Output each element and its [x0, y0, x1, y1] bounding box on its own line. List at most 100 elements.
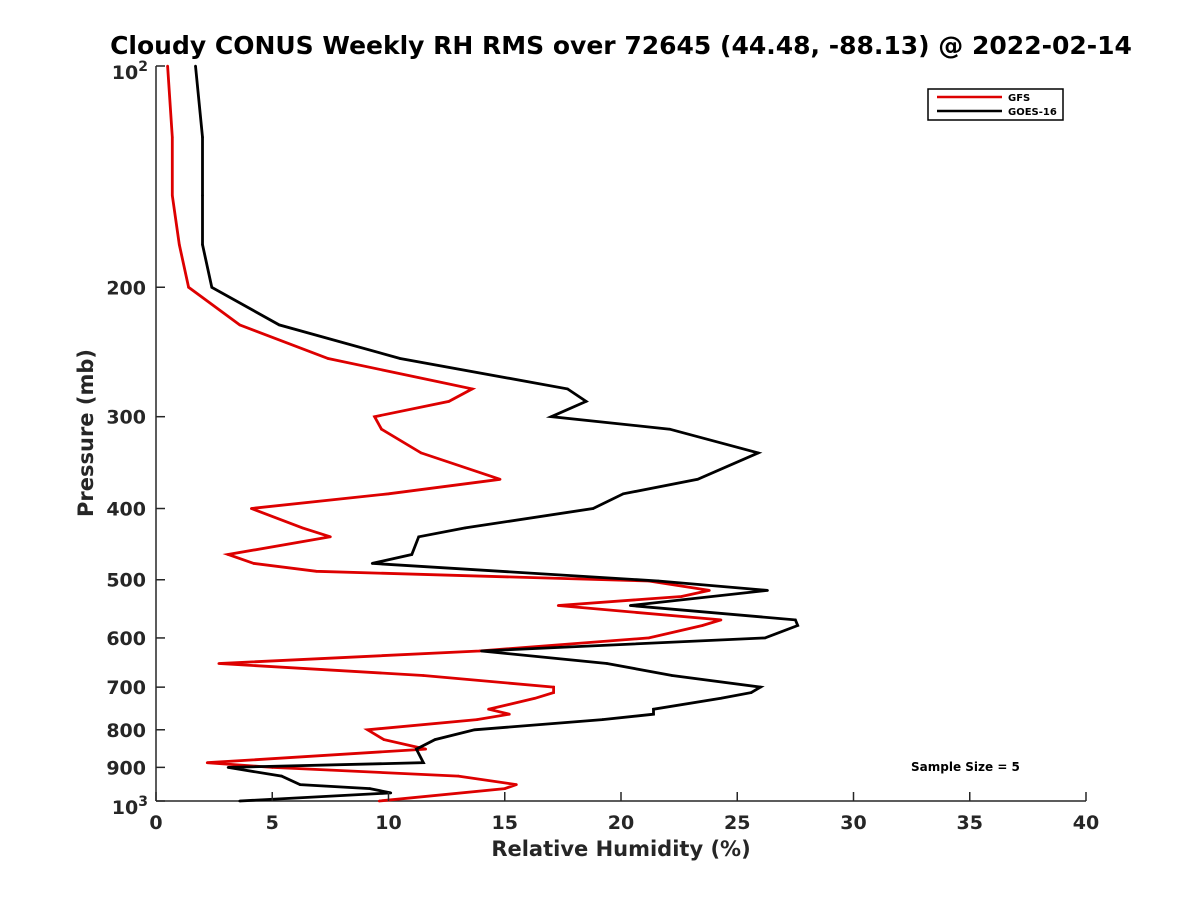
data-point-gfs — [217, 662, 221, 665]
data-point-goes-16 — [473, 728, 476, 732]
data-point-gfs — [503, 787, 507, 790]
y-tick-label-base: 900 — [106, 757, 146, 779]
data-point-goes-16 — [368, 787, 372, 790]
data-point-gfs — [447, 400, 451, 403]
data-point-gfs — [387, 492, 390, 496]
data-point-gfs — [508, 712, 511, 716]
data-point-gfs — [250, 507, 253, 510]
data-point-goes-16 — [201, 243, 204, 246]
data-point-goes-16 — [749, 691, 753, 694]
data-point-gfs — [252, 562, 255, 565]
y-tick-label: 102 — [112, 59, 148, 84]
y-tick-label: 700 — [106, 677, 146, 699]
legend-label-gfs: GFS — [1008, 93, 1030, 104]
data-point-goes-16 — [566, 387, 569, 391]
data-point-gfs — [301, 526, 304, 530]
data-point-gfs — [552, 691, 555, 694]
data-point-gfs — [680, 595, 683, 598]
data-point-goes-16 — [591, 507, 595, 510]
data-point-goes-16 — [622, 492, 625, 496]
y-tick-label: 800 — [106, 720, 146, 742]
x-tick-label: 0 — [149, 812, 162, 834]
data-point-gfs — [470, 387, 474, 391]
data-point-gfs — [380, 427, 383, 431]
data-point-gfs — [171, 135, 174, 139]
data-point-gfs — [424, 747, 428, 751]
data-point-gfs — [166, 64, 169, 68]
data-point-goes-16 — [370, 562, 374, 565]
data-point-goes-16 — [670, 674, 674, 677]
chart-title: Cloudy CONUS Weekly RH RMS over 72645 (4… — [110, 31, 1132, 60]
data-point-gfs — [556, 604, 560, 607]
data-point-gfs — [533, 697, 537, 700]
data-point-gfs — [329, 535, 332, 539]
y-tick-label: 200 — [106, 277, 146, 299]
data-point-gfs — [708, 589, 711, 592]
data-point-goes-16 — [794, 618, 797, 622]
data-point-goes-16 — [433, 738, 437, 741]
data-point-goes-16 — [389, 791, 393, 795]
data-point-goes-16 — [280, 774, 283, 778]
data-point-gfs — [487, 707, 490, 711]
x-axis-ticks: 0 5 10 15 20 25 30 35 40 — [149, 792, 1099, 834]
y-tick-label-base: 800 — [106, 720, 146, 742]
y-tick-label: 103 — [112, 794, 148, 819]
x-tick-label: 20 — [608, 812, 634, 834]
data-point-goes-16 — [463, 526, 467, 530]
x-tick-label: 30 — [840, 812, 866, 834]
data-point-gfs — [238, 323, 241, 327]
data-point-goes-16 — [605, 662, 609, 665]
x-tick-label: 15 — [492, 812, 518, 834]
data-point-goes-16 — [201, 135, 204, 139]
y-tick-label-base: 10 — [112, 797, 138, 819]
y-tick-label: 500 — [106, 570, 146, 592]
data-point-gfs — [187, 286, 190, 289]
data-point-goes-16 — [796, 624, 799, 627]
data-point-goes-16 — [298, 783, 302, 786]
data-point-goes-16 — [584, 400, 588, 403]
legend-label-goes-16: GOES-16 — [1008, 107, 1057, 118]
data-point-gfs — [701, 624, 704, 627]
data-point-goes-16 — [201, 194, 204, 197]
data-point-goes-16 — [194, 64, 197, 68]
y-tick-label-base: 600 — [106, 628, 146, 650]
y-tick-label-base: 10 — [112, 62, 138, 84]
data-point-goes-16 — [417, 535, 421, 539]
data-point-gfs — [719, 618, 723, 622]
data-point-goes-16 — [210, 286, 214, 289]
x-tick-label: 40 — [1073, 812, 1099, 834]
data-point-gfs — [205, 761, 209, 764]
data-point-goes-16 — [629, 604, 632, 607]
data-point-gfs — [552, 685, 555, 689]
data-point-goes-16 — [696, 478, 699, 481]
y-tick-label: 300 — [106, 407, 146, 429]
data-point-goes-16 — [550, 415, 553, 419]
data-point-goes-16 — [398, 357, 402, 360]
data-point-goes-16 — [759, 685, 762, 689]
data-point-gfs — [457, 774, 460, 778]
legend: GFS GOES-16 — [927, 88, 1064, 121]
data-point-gfs — [382, 738, 386, 741]
data-point-gfs — [647, 636, 651, 640]
x-tick-label: 5 — [266, 812, 279, 834]
y-tick-label-exponent: 2 — [138, 59, 148, 75]
data-point-goes-16 — [226, 766, 230, 769]
data-point-goes-16 — [652, 712, 655, 716]
data-point-goes-16 — [756, 451, 760, 455]
data-point-gfs — [366, 728, 369, 732]
data-point-gfs — [419, 451, 423, 455]
data-point-goes-16 — [766, 589, 769, 592]
series-line-gfs — [166, 65, 722, 803]
y-tick-label-base: 500 — [106, 570, 146, 592]
series-line-goes-16 — [194, 65, 800, 803]
x-tick-label: 10 — [375, 812, 401, 834]
y-tick-label-base: 200 — [106, 277, 146, 299]
data-point-gfs — [171, 194, 174, 197]
data-point-gfs — [377, 799, 381, 803]
data-point-gfs — [515, 783, 518, 786]
y-tick-label-exponent: 3 — [138, 794, 148, 810]
series-layer — [166, 64, 800, 803]
y-tick-label: 600 — [106, 628, 146, 650]
data-point-goes-16 — [422, 761, 425, 764]
